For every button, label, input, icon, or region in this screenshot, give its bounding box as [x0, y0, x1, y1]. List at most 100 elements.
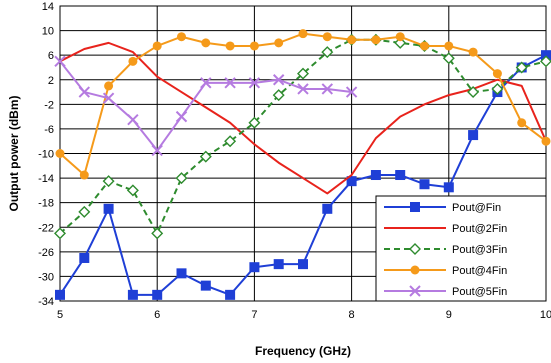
data-point: [347, 35, 357, 45]
legend-swatch-marker: [410, 202, 420, 212]
data-point: [78, 205, 91, 218]
legend-entry: Pout@4Fin: [384, 265, 507, 277]
legend-entry: Pout@Fin: [384, 202, 501, 214]
data-point: [515, 61, 528, 74]
data-point: [104, 81, 114, 91]
data-point: [201, 38, 211, 48]
data-point: [442, 52, 455, 65]
data-point: [54, 55, 66, 68]
x-axis-ticks: 5 6 7 8 9 10: [57, 309, 551, 321]
data-point: [420, 41, 429, 51]
data-point: [175, 172, 188, 185]
data-point: [102, 92, 115, 104]
data-point: [540, 55, 551, 68]
data-point: [468, 47, 478, 57]
x-tick-label: 7: [251, 309, 257, 321]
y-tick-label: 6: [48, 50, 54, 62]
data-point: [272, 74, 285, 86]
data-point: [225, 289, 236, 300]
data-point: [128, 56, 138, 66]
data-point: [541, 50, 551, 61]
legend-entry: Pout@3Fin: [384, 243, 507, 256]
x-tick-label: 6: [154, 309, 160, 321]
data-point: [224, 135, 237, 148]
y-tick-label: -2: [44, 99, 54, 111]
data-point: [55, 149, 65, 158]
data-point: [176, 268, 187, 279]
data-point: [517, 118, 527, 128]
x-tick-label: 10: [540, 309, 551, 321]
y-tick-label: 14: [42, 1, 54, 13]
data-point: [54, 227, 66, 240]
data-point: [274, 38, 284, 48]
data-point: [419, 179, 430, 190]
y-tick-label: -26: [38, 247, 54, 259]
data-point: [492, 69, 502, 79]
data-point: [321, 46, 334, 59]
data-point: [298, 29, 308, 39]
data-point: [321, 83, 334, 95]
data-point: [249, 262, 260, 273]
x-tick-label: 5: [57, 309, 63, 321]
x-axis-title: Frequency (GHz): [255, 344, 351, 358]
data-point: [151, 227, 164, 240]
y-tick-label: -30: [38, 271, 54, 283]
data-point: [248, 77, 261, 89]
data-point: [151, 144, 163, 157]
data-point: [127, 289, 138, 300]
legend-swatch-marker: [410, 265, 420, 275]
data-point: [224, 77, 236, 89]
data-point: [395, 32, 405, 42]
y-tick-label: -18: [38, 198, 54, 210]
series-line: [59, 41, 547, 195]
legend-entry: Pout@5Fin: [384, 285, 507, 298]
legend-label: Pout@Fin: [452, 202, 501, 214]
data-point: [249, 41, 259, 51]
legend-swatch-marker: [409, 243, 421, 255]
y-tick-label: -14: [38, 173, 54, 185]
data-point: [177, 32, 186, 42]
data-point: [55, 289, 65, 300]
legend-label: Pout@4Fin: [452, 265, 507, 277]
data-point: [273, 259, 284, 270]
data-point: [443, 182, 454, 193]
data-point: [175, 110, 188, 123]
data-point: [152, 289, 163, 300]
data-point: [297, 67, 309, 80]
data-point: [248, 116, 261, 129]
data-point: [345, 86, 358, 98]
data-point: [444, 41, 454, 51]
y-tick-label: 2: [48, 75, 54, 87]
data-point: [395, 170, 406, 181]
legend-label: Pout@2Fin: [452, 223, 507, 235]
y-tick-label: -22: [38, 222, 54, 234]
data-point: [79, 252, 90, 263]
x-tick-label: 8: [349, 309, 355, 321]
data-point: [126, 184, 139, 197]
data-point: [370, 170, 381, 181]
data-point: [200, 77, 212, 89]
data-point: [200, 280, 211, 291]
data-point: [152, 41, 162, 51]
legend-entry: Pout@2Fin: [384, 223, 507, 235]
data-point: [225, 41, 235, 51]
y-tick-label: 10: [42, 26, 54, 38]
data-point: [322, 203, 333, 214]
series-2: [59, 41, 547, 195]
data-point: [297, 83, 309, 95]
data-point: [78, 86, 91, 98]
data-point: [468, 130, 479, 141]
data-point: [127, 113, 139, 126]
x-tick-label: 9: [446, 309, 452, 321]
data-point: [199, 150, 212, 163]
y-tick-label: -34: [38, 296, 54, 308]
data-point: [79, 170, 89, 180]
series-line: [59, 38, 547, 235]
series-layer: [54, 29, 551, 300]
data-point: [541, 136, 551, 146]
data-point: [371, 35, 381, 45]
legend-swatch-marker: [409, 285, 421, 297]
data-point: [102, 175, 115, 188]
